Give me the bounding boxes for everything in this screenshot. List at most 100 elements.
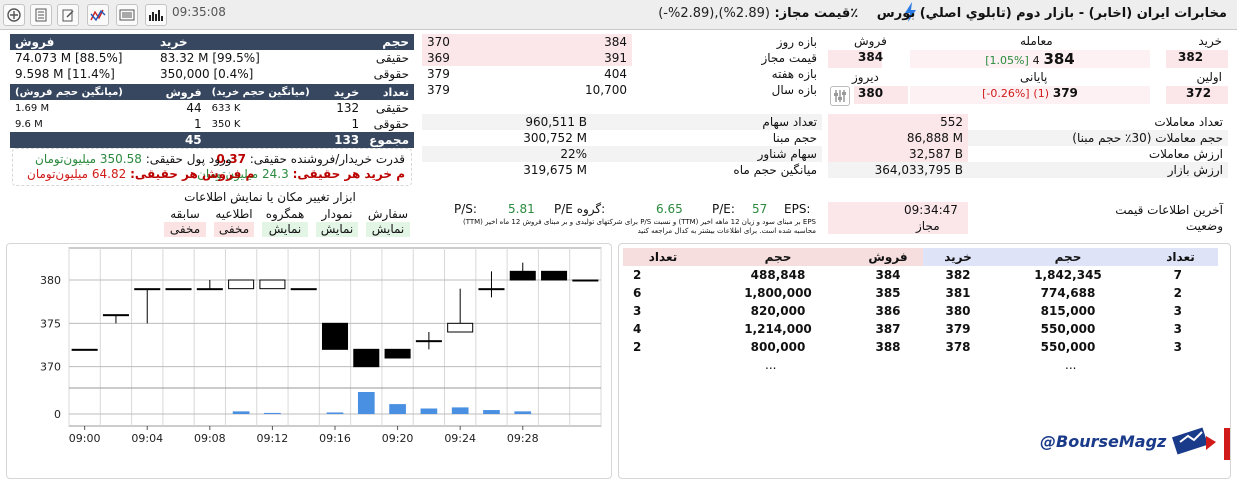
bar-chart-icon[interactable] [145, 4, 167, 26]
info-tools-title: ابزار تغییر مکان یا نمایش اطلاعات [184, 190, 356, 204]
candle-body [228, 279, 255, 290]
legal-sell: 9.598 M [11.4%] [15, 67, 115, 81]
count-buy-header: خرید [333, 85, 360, 99]
first-price: 372 [1166, 86, 1228, 104]
money-in-value: 350.58 میلیون‌تومان [35, 152, 142, 166]
edit-icon[interactable] [57, 4, 79, 26]
ob-buy-price: 379 [945, 322, 971, 336]
trade-price: 384 [1043, 50, 1075, 68]
per-buy-value: 24.3 میلیون‌تومان [197, 167, 289, 181]
tool-peers-label: همگروه [265, 207, 305, 221]
real-count-sell: 44 [186, 101, 202, 115]
ob-sell-price: 384 [875, 268, 901, 282]
trade-label: معامله [1020, 34, 1053, 48]
ob-buy-price: 380 [945, 304, 971, 318]
tool-orders-state: نمایش [366, 222, 410, 237]
ratios: P/S: 5.81 P/E گروه: 6.65 P/E: 57 EPS: EP… [422, 200, 822, 240]
sell-header: فروش [15, 35, 55, 49]
per-sell-value: 64.82 میلیون‌تومان [27, 167, 127, 181]
y-tick-label: 375 [40, 317, 61, 330]
table-row[interactable]: 6 1,800,000 385 381 774,688 2 [623, 284, 1218, 302]
ob-count-sell: 6 [633, 286, 642, 300]
count-header: تعداد [382, 85, 409, 99]
trades-volume: 86,888 M [828, 130, 968, 146]
ob-vol-sell: 488,848 [750, 268, 806, 282]
table-row[interactable]: 2 800,000 388 378 550,000 3 [623, 338, 1218, 356]
gpe-value: 5.81 [508, 202, 535, 216]
range-week-low: 379 [427, 67, 450, 81]
range-year-label: بازه سال [771, 83, 817, 97]
tool-notices[interactable]: اطلاعیه مخفی [214, 207, 254, 237]
x-tick-label: 09:08 [194, 432, 226, 445]
shares-count: 960,511 B [525, 115, 587, 129]
ps-label: P/S: [454, 202, 477, 216]
range-allowed-high: 391 [604, 51, 627, 65]
ratios-note-2: محاسبه شده است. برای اطلاعات بیشتر به کد… [637, 227, 816, 235]
last-update-label: آخرین اطلاعات قیمت [1115, 203, 1223, 217]
chart-panel: 370 375 380 0 09:00 09:04 09:08 09:12 09:16 09:20… [6, 243, 612, 479]
buy-sell-summary: فروش خرید حجم 74.073 M [88.5%] 83.32 M [… [10, 34, 414, 148]
ob-count-buy: 3 [1173, 322, 1182, 336]
candle-body [259, 279, 286, 290]
add-icon[interactable] [3, 4, 25, 26]
tool-chart[interactable]: نمودار نمایش [316, 207, 358, 237]
close-vol: (1) [1033, 87, 1050, 100]
x-tick-label: 09:24 [444, 432, 476, 445]
pe-value: 6.65 [656, 202, 683, 216]
total-label: مجموع [369, 133, 409, 147]
network-icon[interactable] [87, 4, 109, 26]
trades-value: 32,587 B [828, 146, 968, 162]
tool-peers[interactable]: همگروه نمایش [262, 207, 308, 237]
ob-vol-sell: 1,214,000 [744, 322, 812, 336]
buy-label: خرید [1198, 34, 1222, 48]
ratios-note-1: EPS بر مبنای سود و زیان 12 ماهه اخیر (TT… [462, 218, 816, 226]
real-count-buy: 132 [336, 101, 360, 115]
ob-count-buy-header: تعداد [1143, 248, 1218, 266]
gpe-label: P/E گروه: [554, 202, 606, 216]
x-tick-label: 09:04 [131, 432, 163, 445]
ob-sell-price: 388 [875, 340, 901, 354]
ob-vol-sell-header: حجم [703, 248, 853, 266]
ob-buy-header: خرید [923, 248, 993, 266]
candle-body [353, 348, 380, 368]
trade-pct: [1.05%] [985, 54, 1029, 67]
tool-history[interactable]: سابقه مخفی [164, 207, 206, 237]
table-row[interactable]: 3 820,000 386 380 815,000 3 [623, 302, 1218, 320]
table-row[interactable]: 2 488,848 384 382 1,842,345 7 [623, 266, 1218, 284]
state-label: وضعیت [1185, 219, 1223, 233]
sell-price: 384 [828, 50, 883, 68]
candle-body [384, 348, 411, 359]
candle-body [71, 348, 98, 351]
volume-bar [420, 408, 438, 414]
close-label: پایانی [1020, 70, 1048, 84]
volume-bar [264, 412, 281, 414]
avg-buy-header: (میانگین حجم خرید) [211, 86, 310, 98]
ob-more-sell: ... [765, 358, 777, 372]
volume-bar [451, 407, 469, 414]
y-tick-label: 370 [40, 361, 61, 374]
tool-history-label: سابقه [170, 207, 200, 221]
list-icon[interactable] [116, 4, 138, 26]
ob-sell-price: 387 [875, 322, 901, 336]
ob-vol-sell: 800,000 [750, 340, 806, 354]
free-float-label: سهام شناور [757, 147, 817, 161]
candle-body [509, 270, 536, 281]
candle-body [196, 288, 223, 291]
legal-count-sell: 1 [194, 117, 202, 131]
settings-sliders-icon[interactable] [830, 86, 850, 106]
ob-buy-price: 378 [945, 340, 971, 354]
change-value: (2.89%),(2.89%-) [658, 6, 770, 21]
document-icon[interactable] [30, 4, 52, 26]
volume-bar [232, 411, 250, 414]
tool-orders[interactable]: سفارش نمایش [366, 207, 410, 237]
table-row[interactable]: 4 1,214,000 387 379 550,000 3 [623, 320, 1218, 338]
lightning-icon [905, 2, 916, 22]
trade-price-box: [1.05%] 4 384 [910, 50, 1150, 68]
legal-count-buy: 1 [351, 117, 360, 131]
volume-bar [514, 411, 532, 414]
ob-sell-price: 385 [875, 286, 901, 300]
x-tick-label: 09:12 [257, 432, 289, 445]
candle-body [447, 322, 474, 333]
orderbook-table: تعداد حجم فروش خرید حجم تعداد 2 488,848 38… [623, 248, 1218, 356]
ob-count-buy: 7 [1173, 268, 1182, 282]
